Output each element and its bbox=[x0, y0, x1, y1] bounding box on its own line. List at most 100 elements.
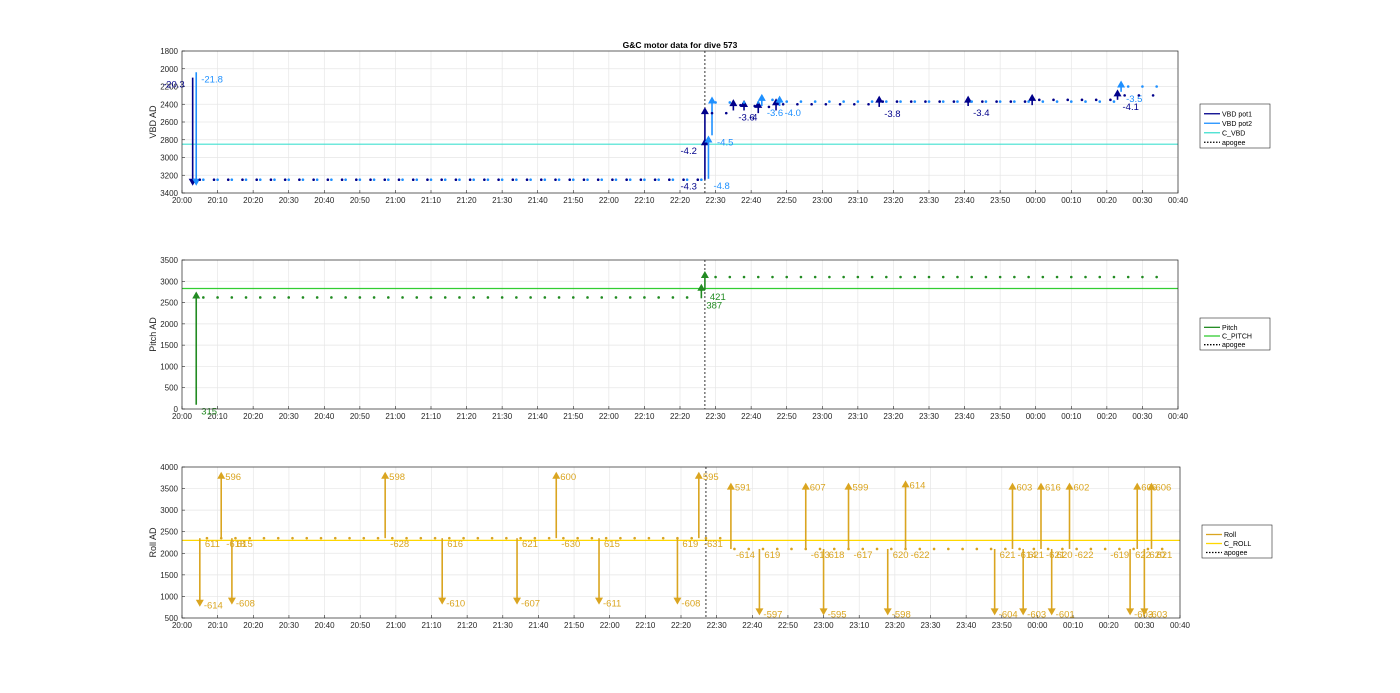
data-point bbox=[582, 178, 586, 181]
x-tick-label: 21:40 bbox=[528, 196, 549, 205]
data-point bbox=[298, 178, 301, 181]
data-point bbox=[443, 178, 447, 181]
data-point bbox=[781, 102, 785, 106]
y-tick-label: 1800 bbox=[160, 47, 178, 56]
data-point bbox=[881, 100, 885, 103]
data-point bbox=[230, 178, 234, 181]
data-point bbox=[330, 178, 333, 181]
data-point bbox=[515, 296, 518, 299]
data-point bbox=[671, 296, 675, 299]
x-tick-label: 23:00 bbox=[814, 621, 835, 630]
data-point bbox=[700, 178, 703, 181]
data-point bbox=[490, 536, 494, 540]
data-point bbox=[1018, 547, 1021, 551]
data-point bbox=[405, 536, 408, 540]
move-arrowhead bbox=[964, 95, 973, 103]
data-point bbox=[1098, 100, 1102, 103]
data-point bbox=[913, 100, 917, 103]
data-point bbox=[448, 536, 451, 540]
x-tick-label: 23:10 bbox=[849, 621, 870, 630]
data-point bbox=[244, 296, 248, 299]
move-arrowhead bbox=[1036, 482, 1045, 490]
data-point bbox=[1009, 100, 1013, 103]
data-point bbox=[767, 105, 771, 109]
data-point bbox=[554, 178, 557, 181]
data-point bbox=[472, 296, 475, 299]
x-tick-label: 23:50 bbox=[990, 196, 1011, 205]
x-tick-label: 20:50 bbox=[350, 621, 371, 630]
move-arrowhead bbox=[708, 96, 717, 104]
y-tick-label: 3500 bbox=[160, 485, 178, 494]
y-tick-label: 2000 bbox=[160, 65, 178, 74]
move-end-label: 602 bbox=[1074, 483, 1090, 494]
x-tick-label: 00:10 bbox=[1063, 621, 1084, 630]
data-point bbox=[255, 178, 258, 181]
data-point bbox=[861, 547, 865, 551]
move-label: -618 bbox=[226, 539, 245, 550]
y-tick-label: 2000 bbox=[160, 549, 178, 558]
data-point bbox=[1037, 98, 1041, 102]
move-arrowhead bbox=[1028, 93, 1037, 101]
data-point bbox=[704, 536, 708, 540]
data-point bbox=[1052, 98, 1055, 102]
data-point bbox=[511, 178, 515, 181]
move-end-label: -603 bbox=[1027, 609, 1046, 620]
move-end-label: -607 bbox=[521, 599, 540, 610]
x-tick-label: 20:40 bbox=[314, 196, 335, 205]
data-point bbox=[397, 178, 401, 181]
data-point bbox=[796, 102, 799, 106]
data-point bbox=[714, 275, 717, 279]
move-arrowhead bbox=[1133, 482, 1142, 490]
data-point bbox=[909, 100, 913, 103]
data-point bbox=[401, 178, 404, 181]
data-point bbox=[775, 547, 779, 551]
data-point bbox=[885, 100, 888, 103]
x-tick-label: 22:00 bbox=[599, 196, 620, 205]
data-point bbox=[998, 275, 1002, 279]
y-tick-label: 1500 bbox=[160, 571, 178, 580]
data-point bbox=[230, 296, 234, 299]
data-point bbox=[924, 100, 927, 103]
data-point bbox=[682, 178, 685, 181]
move-label: 620 bbox=[893, 550, 909, 561]
move-arrowhead bbox=[697, 283, 706, 291]
move-arrowhead bbox=[227, 597, 236, 605]
data-point bbox=[742, 275, 746, 279]
y-tick-label: 3000 bbox=[160, 277, 178, 286]
x-tick-label: 22:30 bbox=[706, 196, 727, 205]
y-tick-label: 1000 bbox=[160, 592, 178, 601]
move-label: 611 bbox=[205, 539, 220, 550]
x-tick-label: 23:00 bbox=[812, 196, 833, 205]
move-end-label: 600 bbox=[560, 472, 576, 483]
data-point bbox=[198, 178, 202, 181]
move-arrowhead bbox=[192, 291, 201, 299]
x-tick-label: 22:40 bbox=[741, 412, 762, 421]
data-point bbox=[590, 536, 594, 540]
move-end-label: -603 bbox=[1148, 609, 1167, 620]
data-point bbox=[472, 178, 475, 181]
data-point bbox=[326, 178, 330, 181]
move-arrowhead bbox=[513, 597, 522, 605]
data-point bbox=[614, 296, 618, 299]
y-tick-label: 2600 bbox=[160, 118, 178, 127]
move-label: -4.8 bbox=[713, 181, 729, 192]
y-tick-label: 2500 bbox=[160, 299, 178, 308]
legend-box bbox=[1201, 524, 1273, 559]
legend-entry-label: C_PITCH bbox=[1222, 334, 1252, 341]
data-point bbox=[927, 275, 931, 279]
data-point bbox=[244, 178, 248, 181]
y-tick-label: 500 bbox=[165, 614, 179, 623]
data-point bbox=[596, 178, 600, 181]
x-tick-label: 21:10 bbox=[421, 412, 442, 421]
data-point bbox=[696, 178, 700, 181]
x-tick-label: 22:40 bbox=[741, 196, 762, 205]
x-tick-label: 20:00 bbox=[172, 412, 193, 421]
axes-frame bbox=[181, 259, 1179, 410]
data-point bbox=[576, 536, 579, 540]
move-label: 615 bbox=[237, 539, 253, 550]
x-tick-label: 22:20 bbox=[670, 196, 691, 205]
data-point bbox=[539, 178, 543, 181]
data-point bbox=[519, 536, 522, 540]
x-tick-label: 00:20 bbox=[1097, 412, 1118, 421]
chart-title: G&C motor data for dive 573 bbox=[623, 40, 738, 50]
